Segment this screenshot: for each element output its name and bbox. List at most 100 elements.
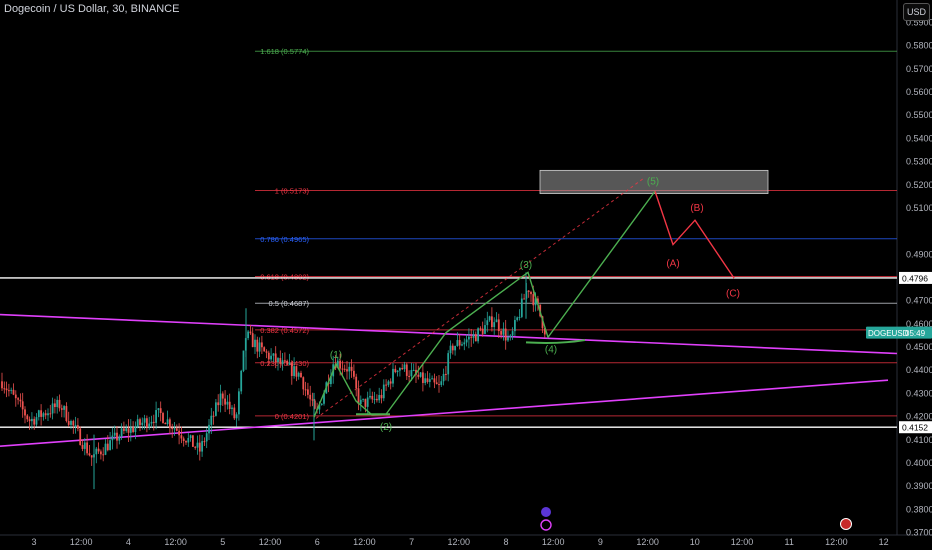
candle-body [83, 442, 86, 449]
time-tick-label: 6 [315, 537, 320, 547]
candle-body [341, 368, 344, 370]
price-tick-label: 0.5600 [906, 87, 932, 97]
candle-body [261, 342, 263, 348]
candle-body [541, 316, 544, 329]
candle-body [136, 419, 139, 427]
price-tick-label: 0.4600 [906, 319, 932, 329]
candle-body [3, 388, 6, 390]
candle-body [219, 393, 222, 406]
candle-body [146, 418, 148, 428]
candle-body [203, 441, 206, 443]
candle-body [111, 435, 114, 441]
candle-body [123, 428, 125, 431]
price-tick-label: 0.5700 [906, 64, 932, 74]
candle-body [288, 362, 291, 365]
candle-body [295, 366, 298, 377]
candle-body [313, 400, 316, 409]
candle-body [217, 402, 220, 406]
candle-body [348, 366, 351, 372]
candle-body [24, 409, 26, 416]
candle-body [162, 413, 164, 423]
candle-body [86, 442, 88, 454]
wave-label: (5) [647, 176, 659, 187]
candle-body [231, 407, 233, 410]
candle-body [152, 421, 155, 423]
candle-body [166, 419, 169, 425]
candle-body [330, 376, 332, 385]
current-price-symbol: DOGEUSD [868, 329, 909, 338]
candle-body [346, 369, 348, 372]
candle-body [242, 350, 245, 371]
candle-body [178, 430, 180, 436]
candle-body [265, 351, 268, 353]
candle-body [438, 384, 440, 386]
time-tick-label: 12:00 [448, 537, 471, 547]
candle-body [70, 420, 72, 425]
time-tick-label: 12:00 [731, 537, 754, 547]
candle-body [474, 334, 477, 342]
candle-body [60, 408, 63, 410]
candle-body [150, 421, 153, 424]
time-tick-label: 7 [409, 537, 414, 547]
candle-body [157, 408, 160, 411]
candle-body [254, 339, 256, 348]
candle-body [14, 394, 17, 399]
candle-body [493, 322, 496, 328]
candle-body [458, 340, 461, 346]
candle-body [392, 368, 394, 384]
price-tick-label: 0.4500 [906, 342, 932, 352]
candle-body [523, 298, 525, 300]
bar-countdown: 05:49 [905, 329, 926, 338]
candle-body [350, 366, 353, 371]
candle-body [297, 372, 300, 377]
wave-label: (B) [690, 203, 703, 214]
wave-4-support [525, 339, 586, 344]
candle-body [502, 328, 505, 335]
currency-button[interactable]: USD [903, 3, 930, 21]
candle-body [323, 393, 325, 404]
candle-body [155, 410, 157, 423]
candle-body [173, 428, 176, 430]
candle-body [424, 378, 427, 384]
candle-body [139, 419, 141, 425]
candle-body [537, 298, 539, 305]
candle-body [77, 425, 79, 429]
candle-body [106, 443, 109, 451]
candle-body [511, 331, 514, 336]
candle-body [196, 442, 199, 448]
price-axis-label-text: 0.4152 [902, 423, 928, 433]
candle-body [258, 342, 261, 352]
wave-label: (4) [545, 344, 557, 355]
candle-body [449, 345, 452, 354]
candle-body [175, 428, 178, 431]
candle-body [97, 448, 100, 452]
candle-body [88, 453, 91, 456]
candle-body [343, 368, 346, 370]
candle-body [1, 381, 3, 389]
candle-body [514, 320, 516, 332]
candle-body [481, 328, 484, 334]
candle-body [410, 370, 413, 377]
candle-body [454, 345, 456, 351]
candle-body [286, 360, 289, 365]
candle-body [382, 384, 385, 399]
candle-body [134, 426, 137, 432]
candle-body [403, 364, 406, 370]
candle-body [279, 358, 282, 364]
candle-body [35, 417, 38, 425]
candle-body [233, 407, 236, 419]
candle-body [373, 398, 376, 400]
candle-body [148, 423, 151, 428]
candle-body [47, 413, 49, 416]
candle-body [447, 353, 450, 375]
candle-body [435, 382, 438, 385]
candle-body [419, 372, 422, 377]
candle-body [362, 398, 364, 400]
candle-body [143, 418, 146, 423]
time-tick-label: 12:00 [825, 537, 848, 547]
candle-body [336, 360, 339, 369]
candle-body [180, 435, 183, 439]
fib-level-label: 0.618 (0.4802) [260, 273, 309, 282]
candle-body [129, 427, 132, 433]
